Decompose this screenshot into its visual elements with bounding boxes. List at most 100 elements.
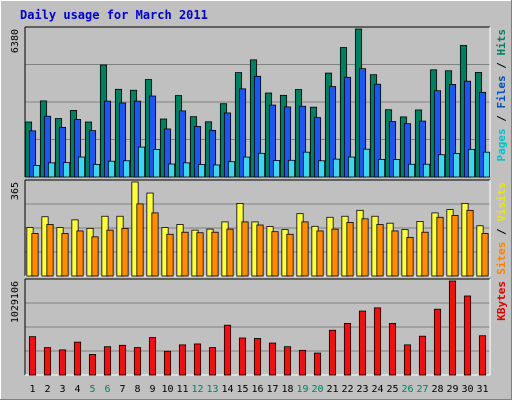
bar-sites-day-5 (91, 236, 99, 277)
x-tick-label-day-23: 23 (356, 384, 368, 395)
bar-files-day-1 (28, 130, 37, 178)
bar-kbytes-day-23 (358, 310, 367, 376)
bar-sites-day-14 (226, 228, 234, 277)
bar-files-day-23 (358, 68, 367, 178)
bar-files-day-18 (283, 106, 292, 178)
bar-pages-day-8 (137, 146, 146, 178)
x-tick-label-day-5: 5 (89, 384, 95, 395)
bar-sites-day-20 (316, 230, 324, 277)
bar-pages-day-5 (92, 164, 101, 178)
bar-kbytes-day-19 (298, 349, 307, 376)
x-tick-label-day-11: 11 (176, 384, 188, 395)
bar-files-day-6 (103, 100, 112, 178)
bar-kbytes-day-14 (223, 324, 232, 376)
x-tick-label-day-2: 2 (44, 384, 50, 395)
bar-files-day-10 (163, 128, 172, 178)
x-tick-label-day-24: 24 (371, 384, 383, 395)
bar-sites-day-11 (181, 231, 189, 277)
legend-segment: / (495, 109, 508, 129)
bar-pages-day-24 (377, 158, 386, 178)
bar-sites-day-10 (166, 233, 174, 277)
bar-kbytes-day-6 (103, 346, 112, 376)
legend-segment: Hits (495, 29, 508, 56)
bar-kbytes-day-15 (238, 337, 247, 376)
x-tick-label-day-18: 18 (281, 384, 293, 395)
bar-pages-day-4 (77, 156, 86, 178)
bar-sites-day-4 (76, 230, 84, 277)
bar-kbytes-day-9 (148, 337, 157, 376)
bar-files-day-15 (238, 88, 247, 178)
bar-pages-day-2 (47, 162, 56, 178)
x-tick-label-day-6: 6 (104, 384, 110, 395)
x-tick-label-day-14: 14 (221, 384, 233, 395)
bar-pages-day-12 (197, 164, 206, 178)
bar-pages-day-25 (392, 159, 401, 178)
x-tick-label-day-17: 17 (266, 384, 278, 395)
bar-kbytes-day-27 (418, 335, 427, 376)
x-tick-label-day-19: 19 (296, 384, 308, 395)
x-tick-label-day-15: 15 (236, 384, 248, 395)
bar-files-day-14 (223, 112, 232, 178)
bar-pages-day-9 (152, 148, 161, 178)
bar-files-day-29 (448, 84, 457, 178)
bar-sites-day-2 (46, 224, 54, 277)
bar-pages-day-6 (107, 160, 116, 178)
bar-files-day-11 (178, 110, 187, 178)
bar-files-day-19 (298, 105, 307, 178)
x-tick-label-day-27: 27 (416, 384, 428, 395)
bar-sites-day-18 (286, 233, 294, 277)
bar-sites-day-9 (151, 212, 159, 277)
x-tick-label-day-25: 25 (386, 384, 398, 395)
x-tick-label-day-9: 9 (149, 384, 155, 395)
legend-segment: Files (495, 75, 508, 108)
bar-files-day-28 (433, 90, 442, 178)
bar-kbytes-day-24 (373, 307, 382, 376)
x-tick-label-day-13: 13 (206, 384, 218, 395)
bar-pages-day-27 (422, 163, 431, 178)
bar-pages-day-16 (257, 152, 266, 178)
y-max-label-visits: 365 (10, 182, 21, 200)
bar-kbytes-day-3 (58, 349, 67, 376)
x-tick-label-day-1: 1 (29, 384, 35, 395)
chart-title: Daily usage for March 2011 (20, 8, 208, 22)
bar-kbytes-day-18 (283, 346, 292, 376)
x-tick-label-day-29: 29 (446, 384, 458, 395)
bar-kbytes-day-8 (133, 347, 142, 376)
bar-files-day-16 (253, 75, 262, 178)
bar-pages-day-21 (332, 158, 341, 178)
bar-files-day-12 (193, 126, 202, 178)
bar-pages-day-22 (347, 156, 356, 178)
bar-kbytes-day-25 (388, 322, 397, 376)
bar-files-day-7 (118, 102, 127, 178)
legend-label-kbytes: KBytes (495, 281, 508, 321)
x-tick-label-day-4: 4 (74, 384, 80, 395)
bar-kbytes-day-17 (268, 342, 277, 376)
bar-files-day-20 (313, 117, 322, 178)
bar-pages-day-7 (122, 160, 131, 178)
bar-sites-day-27 (421, 231, 429, 277)
bar-files-day-9 (148, 95, 157, 178)
bar-sites-day-8 (136, 203, 144, 277)
bar-kbytes-day-13 (208, 347, 217, 376)
bar-kbytes-day-11 (178, 344, 187, 376)
x-tick-label-day-7: 7 (119, 384, 125, 395)
legend-segment: / (495, 56, 508, 76)
bar-kbytes-day-7 (118, 344, 127, 376)
bar-sites-day-28 (436, 216, 444, 277)
bar-sites-day-24 (376, 224, 384, 277)
bar-sites-day-16 (256, 224, 264, 277)
bar-kbytes-day-5 (88, 354, 97, 376)
bar-sites-day-31 (481, 233, 489, 277)
x-tick-label-day-10: 10 (161, 384, 173, 395)
bar-pages-day-1 (32, 164, 41, 178)
bar-pages-day-20 (317, 160, 326, 178)
bar-kbytes-day-12 (193, 343, 202, 376)
bar-files-day-27 (418, 120, 427, 178)
bar-sites-day-30 (466, 209, 474, 277)
bar-files-day-4 (73, 119, 82, 178)
x-tick-label-day-30: 30 (461, 384, 473, 395)
legend-label-requests: Pages / Files / Hits (495, 29, 508, 162)
bar-sites-day-7 (121, 227, 129, 277)
